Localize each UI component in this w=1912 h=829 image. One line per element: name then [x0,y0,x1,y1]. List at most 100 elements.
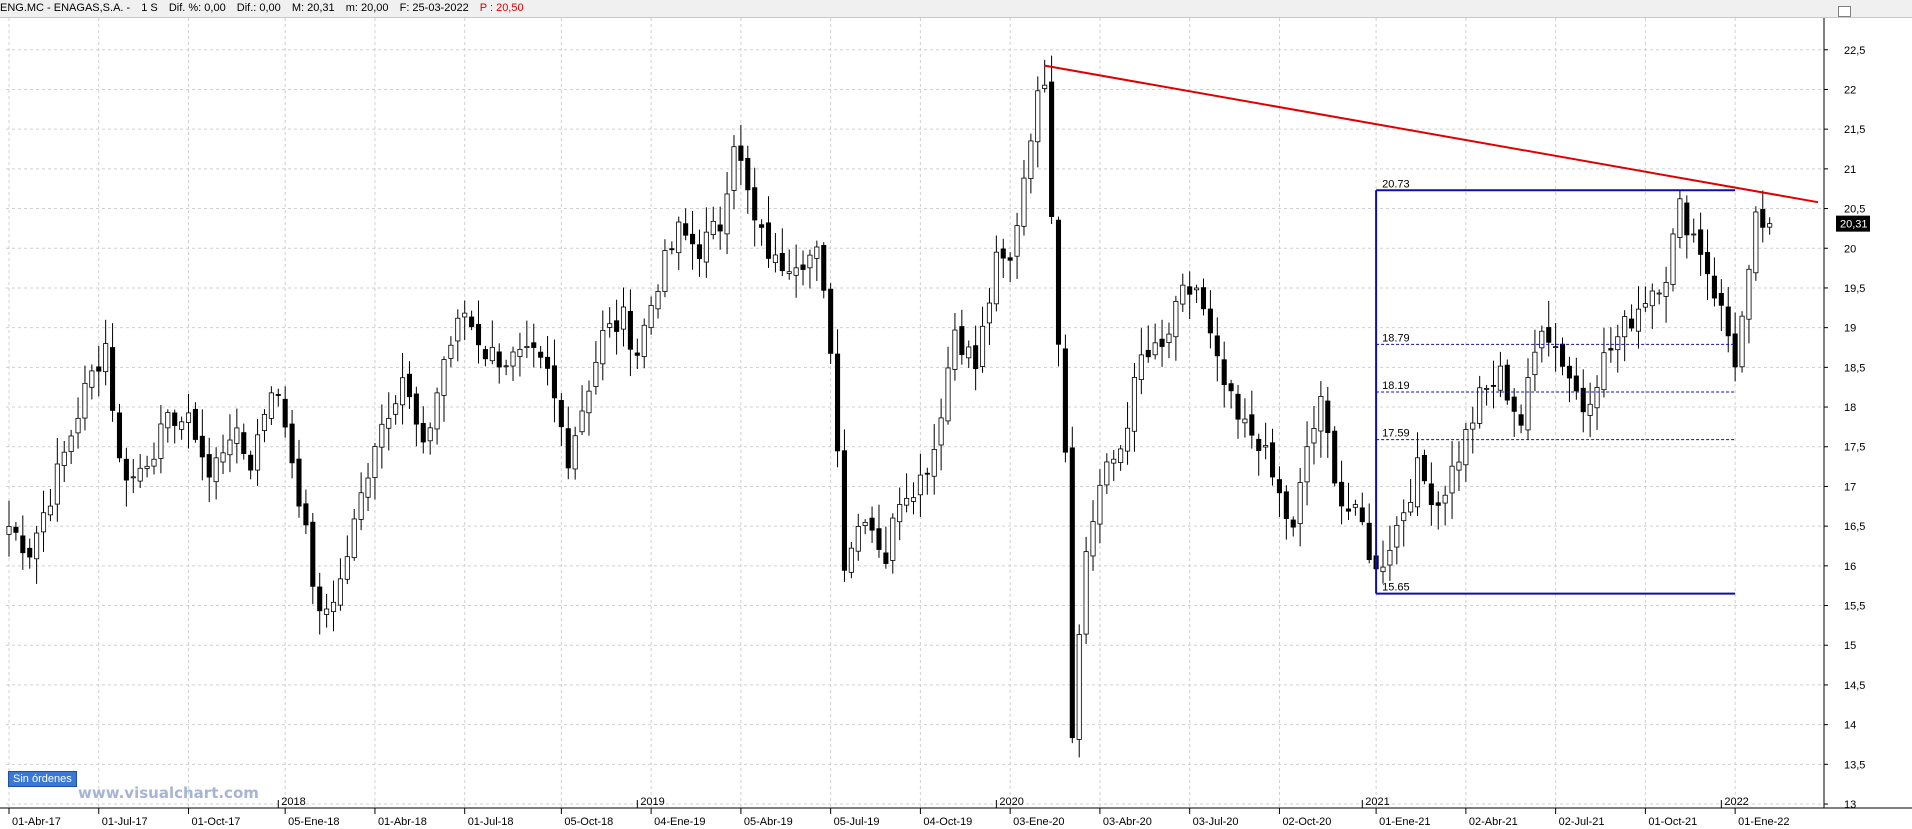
candle-body [648,305,654,329]
candle-body [876,528,882,550]
candle-body [1221,359,1227,386]
candle-body [1304,446,1310,483]
candle-body [1746,268,1752,320]
candle-body [1276,479,1282,494]
year-label: 2022 [1724,796,1748,808]
y-tick-label: 20 [1844,243,1856,255]
candle-body [600,330,606,365]
candle-body [572,435,578,470]
candle-body [897,504,903,523]
candle-body [1173,301,1179,338]
candle-body [1104,461,1110,486]
candle-body [199,435,205,458]
candle-body [952,329,958,370]
candle-body [1249,414,1255,436]
candle-body [772,254,778,264]
max-label: M: 20,31 [291,2,335,14]
candle-body [1408,501,1414,513]
candle-body [289,423,295,464]
candle-body [1401,512,1407,522]
x-tick-label: 01-Ene-21 [1379,816,1430,828]
candle-body [993,251,999,305]
candle-body [1118,448,1124,464]
candle-body [144,465,150,469]
year-label: 2021 [1365,796,1389,808]
candle-body [34,532,40,560]
candle-body [1035,90,1041,143]
candle-body [1242,418,1248,424]
candle-body [1566,365,1572,379]
candle-body [213,457,219,483]
candle-body [634,352,640,356]
candle-body [310,521,316,587]
candle-body [1518,414,1524,426]
y-tick-label: 20,5 [1844,204,1865,216]
candle-body [835,353,841,452]
candle-body [1718,293,1724,306]
y-tick-label: 22 [1844,84,1856,96]
candle-body [1559,343,1566,367]
candle-body [807,254,813,269]
candle-body [1214,335,1220,357]
watermark: www.visualchart.com [78,784,259,802]
candle-body [814,246,820,259]
candle-body [220,452,226,463]
candle-body [1380,566,1386,573]
candle-body [1553,346,1559,348]
candle-body [434,392,440,430]
candle-body [1684,202,1690,236]
annotations[interactable]: 20.73 18.79 18.19 17.59 15.65 [1044,64,1819,595]
candle-body [1187,286,1193,295]
candle-body [890,517,896,561]
date-label: F: 25-03-2022 [399,2,469,14]
y-tick-label: 16,5 [1844,521,1865,533]
candle-body [938,417,944,446]
candle-body [275,394,281,396]
candle-body [1180,284,1186,305]
candle-body [1490,385,1497,387]
candle-body [1028,140,1034,179]
x-tick-label: 05-Ene-18 [288,816,339,828]
candle-body [496,351,502,368]
candle-body [1414,457,1421,508]
candles [6,55,1773,758]
candle-body [828,288,834,354]
x-tick-label: 01-Oct-21 [1648,816,1697,828]
candle-body [855,526,861,552]
candle-body [27,547,33,558]
year-label: 2018 [281,796,305,808]
candle-body [1691,233,1697,236]
chart-header: ENG.MC - ENAGAS,S.A. - 1 S Dif. %: 0,00 … [0,0,1912,18]
candle-body [303,503,309,526]
candle-body [1608,348,1614,351]
candle-body [752,187,758,221]
x-tick-label: 01-Jul-17 [102,816,148,828]
y-tick-label: 13,5 [1844,759,1865,771]
candle-body [1601,352,1607,391]
candle-body [551,365,558,399]
candle-body [54,463,60,505]
candle-body [973,345,979,370]
candle-body [966,346,972,359]
timeframe-label[interactable]: 1 S [141,2,158,14]
candle-body [103,343,109,373]
candle-body [1166,333,1172,343]
candle-body [1725,306,1731,337]
candle-body [779,252,785,272]
resistance-trendline [1044,64,1819,204]
candle-body [151,458,157,467]
candle-body [248,454,254,471]
candle-body [1228,383,1234,392]
candle-body [241,432,247,454]
scroll-toggle[interactable] [1838,6,1851,17]
candle-body [717,224,723,232]
candle-body [413,393,419,425]
candle-body [620,306,627,330]
fibo-level-label: 18.79 [1382,332,1410,344]
candle-body [1352,504,1358,508]
candle-body [1456,461,1462,471]
fibo-level-label: 18.19 [1382,380,1410,392]
y-tick-label: 13 [1844,799,1856,811]
orders-badge[interactable]: Sin órdenes [8,771,77,787]
